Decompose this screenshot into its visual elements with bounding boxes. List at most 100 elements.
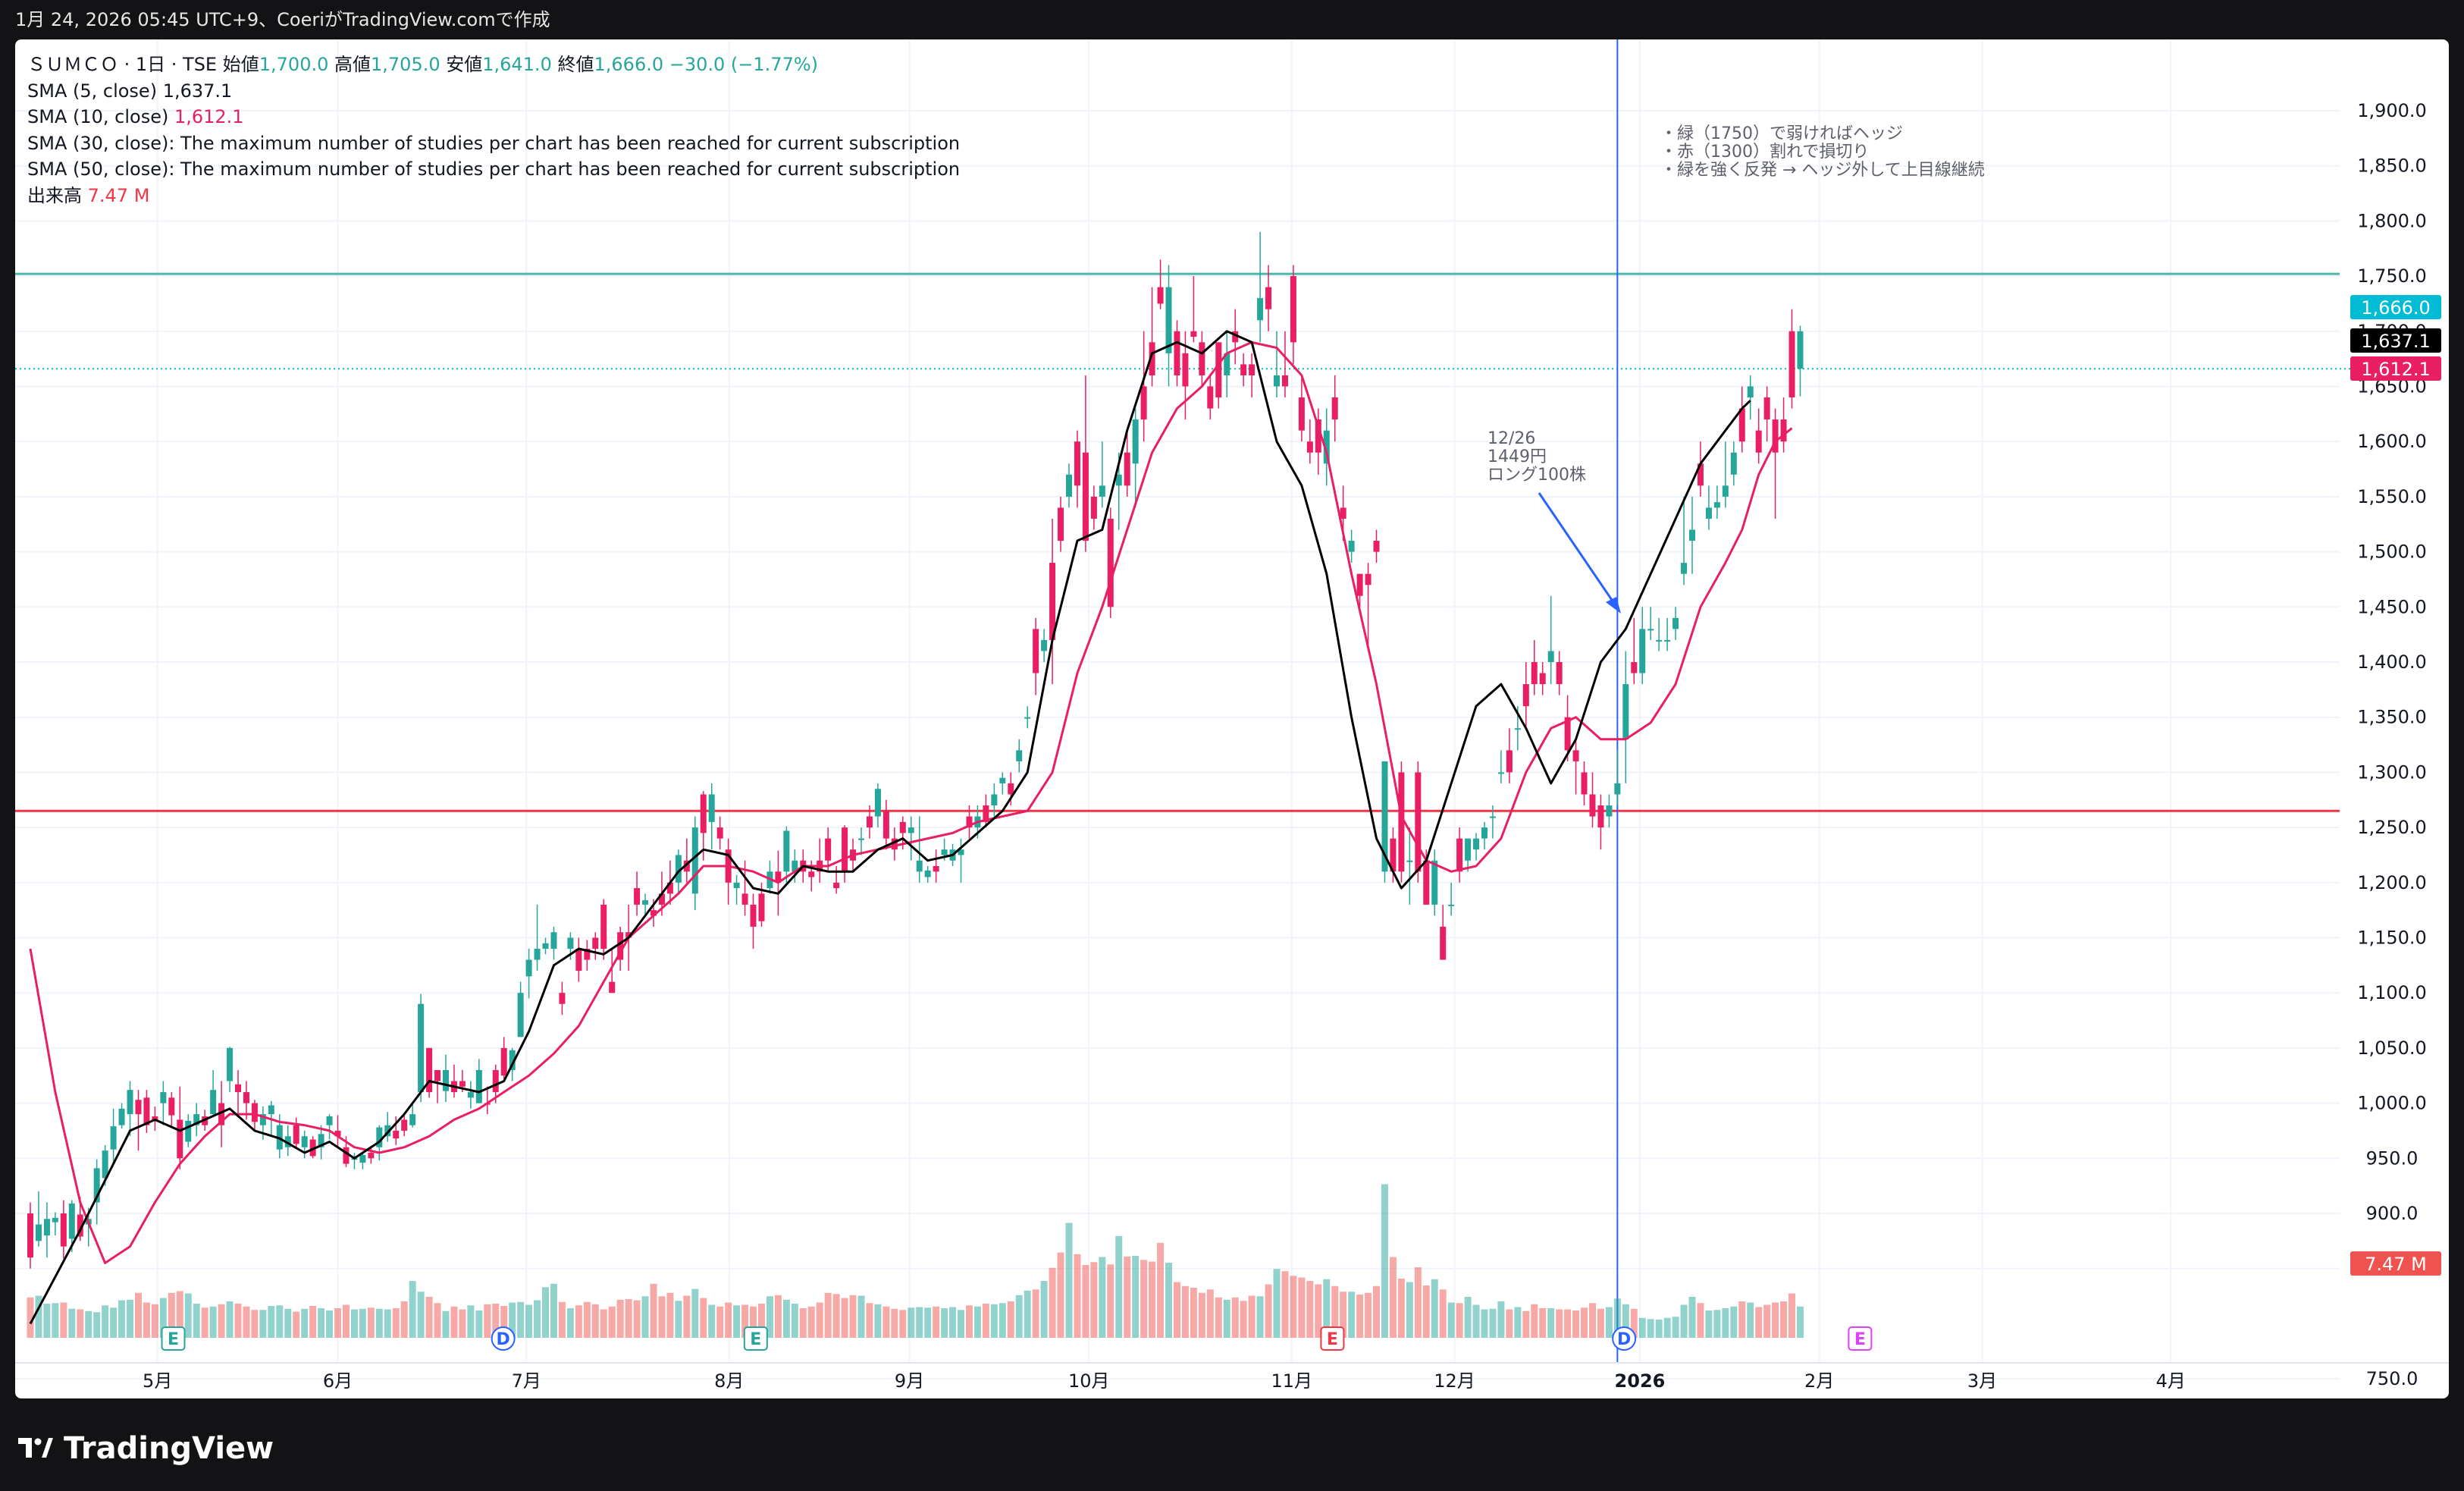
high-label: 高値 [334,54,371,75]
strategy-notes[interactable]: ・緑（1750）で弱ければヘッジ ・赤（1300）割れで損切り ・緑を強く反発 … [1660,125,1985,180]
volume-bar [1539,1308,1547,1338]
candle-body [1298,397,1305,431]
volume-bar [1281,1271,1289,1338]
y-axis: 1,900.01,850.01,800.01,750.01,700.01,650… [2357,100,2427,1389]
candle-body [77,1214,83,1237]
candle-body [1622,684,1629,739]
candle-body [393,1130,400,1139]
y-tick-label: 900.0 [2366,1203,2419,1224]
candle-body [858,838,864,840]
x-tick-label: 9月 [895,1370,924,1392]
volume-bar [1655,1320,1663,1338]
close-label: 終値 [557,54,594,75]
candle-body [343,1147,350,1164]
volume-bar [27,1297,34,1338]
candle-body [908,827,914,833]
candle-body [1016,750,1023,761]
volume-bar [849,1295,857,1338]
earnings-marker [743,1326,768,1351]
volume-bar [1788,1293,1796,1338]
legend-sma10[interactable]: SMA (10, close) 1,612.1 [27,104,960,130]
candle-body [1340,507,1346,519]
y-tick-label: 1,350.0 [2357,707,2427,728]
candle-body [1033,629,1039,673]
candle-body [1290,276,1296,343]
volume-bar [1672,1317,1679,1338]
trade-note[interactable]: 12/26 1449円 ロング100株 [1487,430,1586,485]
candle-body [235,1084,241,1093]
volume-bar [1315,1284,1322,1338]
volume-bar [982,1304,989,1338]
legend-sma5[interactable]: SMA (5, close) 1,637.1 [27,78,960,105]
y-tick-label: 950.0 [2366,1147,2419,1169]
volume-bar [218,1304,225,1338]
candle-body [368,1153,375,1159]
volume-bar [1165,1263,1173,1338]
moving-averages [29,330,1793,1325]
volume-bar [467,1305,475,1338]
volume-bar [1065,1223,1073,1338]
volume-bar [949,1307,957,1338]
candle-body [999,777,1006,783]
volume-bar [43,1304,51,1338]
candle-body [1157,287,1164,304]
brand[interactable]: TradingView [18,1427,274,1470]
volume-bar [1406,1282,1413,1338]
legend-sma30[interactable]: SMA (30, close): The maximum number of s… [27,130,960,157]
horizontal-lines [15,272,2350,812]
chart-panel[interactable]: E D E E D E 1,900.0 1,850.0 1,800.0 1,750.0 1,700… [15,39,2449,1398]
volume-bar [226,1301,234,1338]
candle-body [1506,750,1513,773]
volume-bar [342,1304,350,1338]
trade-size: ロング100株 [1487,466,1586,485]
candle-body [177,1119,183,1159]
candle-body [916,860,923,872]
volume-bar [608,1306,616,1338]
volume-bar [1340,1292,1347,1338]
candle-body [227,1047,234,1081]
legend-sma50[interactable]: SMA (50, close): The maximum number of s… [27,156,960,183]
volume-bar [550,1283,557,1338]
volume-bar [251,1310,259,1338]
close-value: 1,666.0 [594,54,664,75]
event-marker-label: E [168,1330,179,1349]
legend-volume[interactable]: 出来高 7.47 M [27,183,960,209]
volume-bar [891,1308,898,1338]
volume-bar [409,1281,416,1338]
volume-bar [700,1298,707,1338]
candle-body [185,1120,192,1142]
volume-bar [301,1308,309,1338]
trade-arrow [1538,492,1621,614]
event-marker-label: E [750,1330,761,1349]
volume-bar [1057,1252,1064,1338]
volume-bar [1099,1257,1106,1338]
legend-ohlc: ＳＵＭＣＯ · 1日 · TSE 始値1,700.0 高値1,705.0 安値1… [27,52,960,78]
volume-bar [650,1283,657,1338]
symbol-title[interactable]: ＳＵＭＣＯ · 1日 · TSE [27,54,218,75]
candle-body [1182,353,1189,387]
volume-bar [990,1304,998,1338]
volume-bar [143,1302,150,1338]
volume-bar [392,1308,400,1338]
volume-bar [1290,1276,1297,1338]
price-badges: 1,666.0 1,637.1 1,612.1 7.47 M [2350,295,2441,1276]
x-tick-label: 5月 [143,1370,172,1392]
volume-bar [77,1309,84,1338]
volume-bar [276,1305,284,1338]
volume-bar [375,1308,383,1338]
candle-body [1058,507,1064,541]
candle-body [1090,496,1097,519]
volume-bar [417,1292,425,1338]
candle-body [758,893,765,921]
y-tick-label: 1,100.0 [2357,982,2427,1003]
candle-body [517,993,524,1037]
candle-body [1257,298,1264,321]
candle-body [1008,783,1014,795]
candle-body [625,932,632,938]
price-chart[interactable]: E D E E D E 1,900.0 1,850.0 1,800.0 1,750.0 1,700… [15,39,2449,1398]
volume-bar [1572,1311,1580,1338]
volume-bar [816,1302,823,1338]
candle-body [1232,331,1239,343]
volume-bar [1663,1317,1671,1338]
volume-bar [1613,1298,1621,1338]
